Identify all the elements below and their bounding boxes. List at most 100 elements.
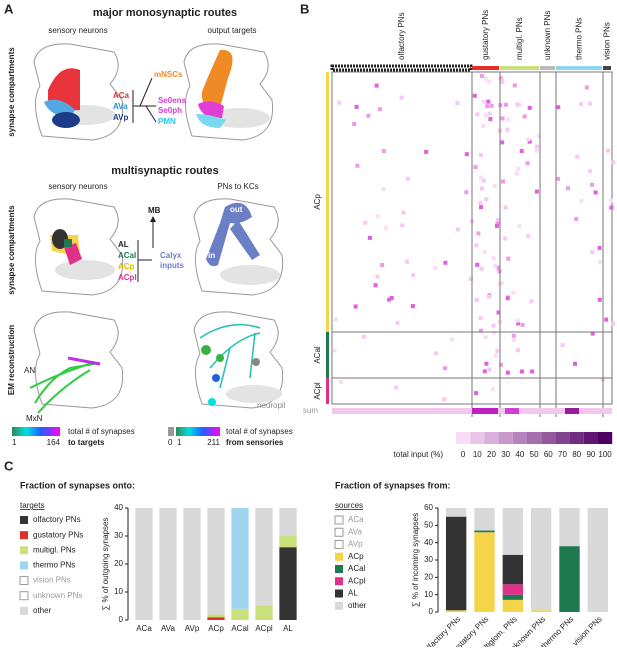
y-tick-label: 50	[424, 520, 433, 529]
heatmap-cell	[506, 256, 511, 261]
heatmap-cell	[517, 103, 522, 108]
legend-swatch	[19, 576, 29, 586]
bar-segment	[183, 508, 201, 620]
sum-cell	[565, 408, 579, 414]
heatmap-cell	[476, 231, 481, 236]
heatmap-cell	[495, 220, 500, 225]
heatmap-cell	[367, 235, 372, 240]
heatmap-cell	[574, 216, 579, 221]
heatmap-cell	[479, 175, 483, 180]
legend-swatch	[334, 515, 344, 525]
legend-swatch	[335, 552, 343, 561]
color-scale-zero	[168, 427, 174, 436]
legend-title: sources	[335, 501, 363, 510]
y-tick-label: 10	[114, 587, 123, 596]
heading: major monosynaptic routes	[93, 7, 237, 19]
heatmap-cell	[597, 245, 602, 250]
bar-segment	[502, 594, 524, 600]
bar-segment	[135, 508, 153, 620]
heatmap-cell	[434, 351, 438, 356]
y-tick-label: 0	[429, 607, 434, 616]
colorbar-cell	[484, 432, 499, 444]
heatmap-cell	[575, 154, 580, 159]
y-tick-label: 20	[114, 559, 123, 568]
colorbar-cell	[598, 432, 613, 444]
scale-caption: to targets	[68, 438, 105, 447]
heatmap-cell	[495, 348, 500, 353]
legend-label: ACpl	[348, 576, 366, 585]
row-label: ACal	[313, 346, 322, 364]
label: Calyx	[160, 251, 182, 260]
heatmap-cell	[512, 83, 517, 88]
heatmap-cell	[469, 277, 473, 281]
heatmap-cell	[500, 116, 505, 121]
heatmap-cell	[354, 104, 359, 109]
heatmap-cell	[527, 139, 532, 144]
heatmap-cell	[537, 134, 542, 139]
heatmap-cell	[483, 113, 488, 118]
scale-caption: total # of synapses	[68, 427, 135, 436]
heading: multisynaptic routes	[111, 165, 219, 177]
heatmap-cell	[505, 127, 510, 132]
row-label: EM reconstruction	[7, 325, 16, 395]
heatmap-cell	[455, 227, 460, 232]
legend-label: gustatory PNs	[33, 530, 83, 539]
heatmap-cell	[394, 385, 399, 390]
bar-segment	[255, 508, 273, 606]
bar-segment	[559, 546, 580, 612]
colorbar-cell	[456, 432, 471, 444]
heatmap-cell	[611, 160, 616, 165]
row-strip	[326, 72, 329, 332]
heatmap-cell	[479, 74, 484, 78]
heatmap-cell	[590, 250, 595, 255]
heatmap-cell	[389, 296, 394, 300]
heatmap-cell	[597, 297, 602, 302]
arrow	[132, 77, 157, 123]
heatmap-cell	[511, 290, 516, 295]
bar-segment	[474, 508, 495, 531]
input-label: ACal	[118, 251, 136, 260]
row-strip	[326, 378, 329, 404]
input-label: ACpl	[118, 273, 137, 282]
heatmap-cell	[410, 304, 415, 309]
scale-caption: total # of synapses	[226, 427, 293, 436]
bar-segment	[474, 532, 495, 612]
colorbar-cell	[512, 432, 527, 444]
heatmap-cell	[481, 178, 486, 183]
heatmap-cell	[483, 335, 488, 340]
sum-cell	[472, 408, 498, 414]
heatmap-cell	[525, 161, 530, 166]
heatmap-cell	[556, 176, 561, 181]
heatmap-cell	[474, 391, 479, 396]
panel-label: C	[4, 458, 14, 473]
legend-swatch	[335, 565, 343, 573]
heatmap-cell	[535, 144, 539, 149]
heatmap-cell	[515, 348, 520, 353]
y-tick-label: 60	[424, 503, 433, 512]
heatmap-cell	[400, 223, 405, 228]
heatmap-cell	[399, 95, 404, 100]
input-label: ACp	[118, 262, 135, 271]
heatmap-cell	[405, 176, 410, 181]
heatmap-cell	[366, 113, 371, 118]
column-strip	[603, 66, 611, 70]
heatmap-cell	[411, 273, 416, 278]
bar-segment	[159, 508, 177, 620]
label: neuropil	[257, 401, 286, 410]
row-label: synapse compartments	[7, 205, 16, 295]
heatmap-cell	[375, 274, 380, 279]
row-label: ACpl	[313, 382, 322, 400]
legend-label: other	[348, 601, 367, 610]
heatmap-cell	[479, 328, 483, 333]
heatmap-cell	[496, 310, 501, 315]
legend-label: olfactory PNs	[33, 515, 81, 524]
column-label: vision PNs	[603, 22, 612, 60]
heatmap-cell	[482, 250, 487, 254]
x-tick-label: AVp	[185, 624, 200, 633]
heatmap-cell	[609, 205, 614, 210]
heatmap-cell	[515, 318, 520, 323]
caption: sensory neurons	[48, 26, 107, 35]
heatmap-cell	[491, 323, 496, 328]
legend-swatch	[335, 577, 343, 586]
